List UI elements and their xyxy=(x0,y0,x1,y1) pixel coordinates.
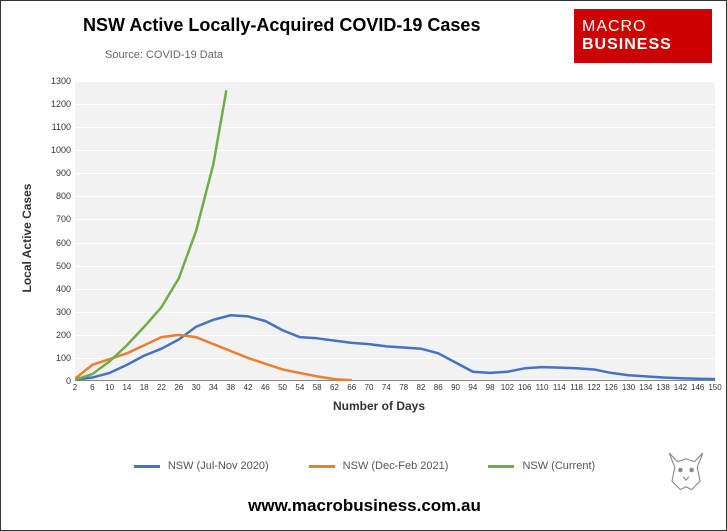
series-line xyxy=(75,335,352,380)
y-tick: 600 xyxy=(56,238,71,248)
x-tick: 66 xyxy=(347,383,356,392)
x-tick: 26 xyxy=(174,383,183,392)
source-text: Source: COVID-19 Data xyxy=(105,49,223,61)
x-tick: 62 xyxy=(330,383,339,392)
x-tick: 70 xyxy=(365,383,374,392)
x-tick: 98 xyxy=(486,383,495,392)
x-tick: 106 xyxy=(518,383,531,392)
logo-line2: BUSINESS xyxy=(582,36,672,54)
x-tick: 122 xyxy=(587,383,600,392)
y-tick: 1300 xyxy=(51,76,71,86)
legend-label: NSW (Jul-Nov 2020) xyxy=(168,460,269,472)
legend-swatch xyxy=(488,465,514,468)
y-tick: 300 xyxy=(56,307,71,317)
x-tick: 130 xyxy=(622,383,635,392)
x-tick: 22 xyxy=(157,383,166,392)
x-tick: 134 xyxy=(639,383,652,392)
legend-swatch xyxy=(134,465,160,468)
x-tick: 142 xyxy=(674,383,687,392)
y-tick: 1200 xyxy=(51,99,71,109)
x-tick: 50 xyxy=(278,383,287,392)
wolf-icon xyxy=(658,442,714,498)
x-tick: 86 xyxy=(434,383,443,392)
y-tick: 400 xyxy=(56,284,71,294)
x-tick: 102 xyxy=(501,383,514,392)
y-tick: 1000 xyxy=(51,145,71,155)
x-tick: 6 xyxy=(90,383,94,392)
chart-lines-svg xyxy=(75,81,715,381)
x-tick: 110 xyxy=(536,383,549,392)
x-tick: 30 xyxy=(192,383,201,392)
legend-label: NSW (Dec-Feb 2021) xyxy=(343,460,449,472)
y-tick: 900 xyxy=(56,168,71,178)
x-tick: 58 xyxy=(313,383,322,392)
y-axis-label: Local Active Cases xyxy=(20,184,34,293)
x-tick: 114 xyxy=(553,383,566,392)
x-tick: 74 xyxy=(382,383,391,392)
y-tick: 1100 xyxy=(52,122,71,132)
x-tick: 90 xyxy=(451,383,460,392)
x-tick: 78 xyxy=(399,383,408,392)
y-tick: 700 xyxy=(56,214,71,224)
x-tick: 34 xyxy=(209,383,218,392)
x-tick: 10 xyxy=(105,383,114,392)
x-tick: 18 xyxy=(140,383,149,392)
x-tick: 42 xyxy=(244,383,253,392)
x-tick: 82 xyxy=(416,383,425,392)
x-tick: 126 xyxy=(605,383,618,392)
series-line xyxy=(75,315,715,380)
x-tick: 118 xyxy=(570,383,583,392)
footer-url: www.macrobusiness.com.au xyxy=(1,496,727,516)
y-tick: 200 xyxy=(56,330,71,340)
logo-line1: MACRO xyxy=(582,18,647,36)
x-tick: 94 xyxy=(468,383,477,392)
logo-badge: MACRO BUSINESS xyxy=(574,9,712,63)
x-tick: 38 xyxy=(226,383,235,392)
legend-item: NSW (Dec-Feb 2021) xyxy=(309,460,449,472)
x-tick: 150 xyxy=(708,383,721,392)
x-tick: 54 xyxy=(295,383,304,392)
x-tick: 138 xyxy=(656,383,669,392)
y-tick: 500 xyxy=(56,261,71,271)
series-line xyxy=(75,90,226,380)
y-tick: 0 xyxy=(66,376,71,386)
legend: NSW (Jul-Nov 2020) NSW (Dec-Feb 2021) NSW … xyxy=(1,460,727,472)
x-tick: 146 xyxy=(691,383,704,392)
legend-item: NSW (Current) xyxy=(488,460,595,472)
legend-label: NSW (Current) xyxy=(522,460,595,472)
x-tick: 46 xyxy=(261,383,270,392)
x-tick: 14 xyxy=(122,383,131,392)
x-tick: 2 xyxy=(73,383,77,392)
chart-area: 0 100 200 300 400 500 600 700 800 900 1000 1100 1200… xyxy=(43,81,715,411)
y-tick: 100 xyxy=(56,353,71,363)
legend-item: NSW (Jul-Nov 2020) xyxy=(134,460,269,472)
x-axis-label: Number of Days xyxy=(333,399,425,413)
chart-title: NSW Active Locally-Acquired COVID-19 Cas… xyxy=(83,15,480,36)
y-tick: 800 xyxy=(56,191,71,201)
legend-swatch xyxy=(309,465,335,468)
